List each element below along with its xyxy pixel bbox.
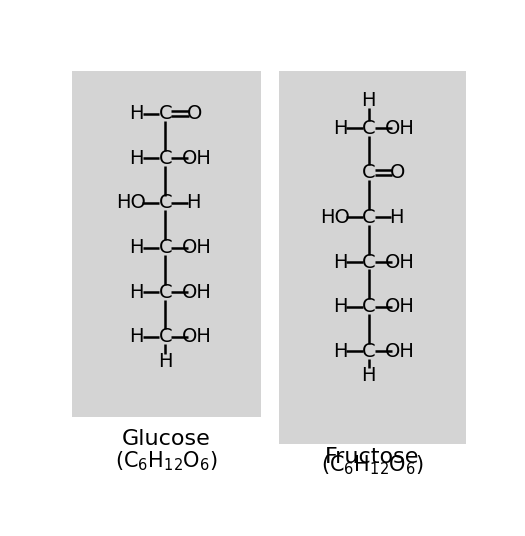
- Text: OH: OH: [385, 297, 415, 316]
- Text: OH: OH: [182, 327, 212, 346]
- Text: OH: OH: [385, 119, 415, 138]
- Text: HO: HO: [320, 208, 350, 227]
- Text: H: H: [362, 91, 376, 110]
- Text: H: H: [158, 352, 173, 371]
- Text: H: H: [390, 208, 404, 227]
- Text: C: C: [362, 163, 375, 182]
- Text: C: C: [159, 105, 172, 123]
- Text: H: H: [333, 341, 348, 361]
- Text: H: H: [333, 119, 348, 138]
- Text: (C$_6$H$_{12}$O$_6$): (C$_6$H$_{12}$O$_6$): [321, 453, 424, 477]
- Text: H: H: [130, 105, 144, 123]
- Text: Glucose: Glucose: [122, 429, 211, 449]
- Text: C: C: [362, 297, 375, 316]
- Text: H: H: [333, 297, 348, 316]
- Text: HO: HO: [117, 193, 146, 212]
- Text: H: H: [130, 149, 144, 168]
- Text: O: O: [390, 163, 405, 182]
- Text: OH: OH: [385, 341, 415, 361]
- Text: C: C: [362, 119, 375, 138]
- Text: H: H: [130, 282, 144, 302]
- Text: C: C: [159, 149, 172, 168]
- Text: H: H: [186, 193, 201, 212]
- Text: C: C: [159, 282, 172, 302]
- Text: H: H: [362, 366, 376, 385]
- Text: OH: OH: [385, 252, 415, 272]
- Text: (C$_6$H$_{12}$O$_6$): (C$_6$H$_{12}$O$_6$): [114, 450, 217, 473]
- Text: C: C: [362, 252, 375, 272]
- Bar: [279, 71, 466, 444]
- Text: OH: OH: [182, 282, 212, 302]
- Text: C: C: [159, 193, 172, 212]
- Text: OH: OH: [182, 149, 212, 168]
- Text: O: O: [186, 105, 202, 123]
- Text: H: H: [130, 238, 144, 257]
- Text: Fructose: Fructose: [325, 447, 419, 467]
- Text: C: C: [362, 341, 375, 361]
- Text: C: C: [159, 238, 172, 257]
- Text: H: H: [130, 327, 144, 346]
- Bar: [72, 71, 261, 417]
- Text: C: C: [159, 327, 172, 346]
- Text: C: C: [362, 208, 375, 227]
- Text: H: H: [333, 252, 348, 272]
- Text: OH: OH: [182, 238, 212, 257]
